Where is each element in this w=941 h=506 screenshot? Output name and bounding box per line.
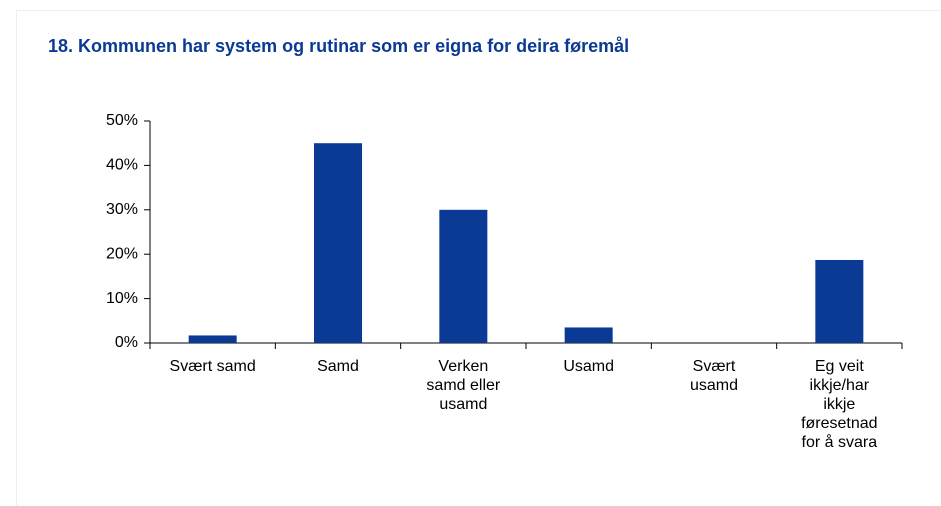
y-tick-label: 30%	[106, 201, 138, 218]
y-tick-label: 0%	[115, 334, 138, 351]
y-tick-label: 40%	[106, 157, 138, 174]
bar	[188, 335, 237, 343]
x-tick-label: Usamd	[563, 358, 614, 375]
bar	[314, 143, 362, 343]
x-tick-label: Svært usamd	[689, 358, 739, 394]
y-tick-label: 20%	[106, 245, 138, 262]
chart-title: 18. Kommunen har system og rutinar som e…	[48, 36, 630, 56]
bar	[564, 327, 613, 343]
y-tick-label: 50%	[106, 112, 138, 129]
x-tick-label: Svært samd	[169, 358, 256, 375]
x-tick-label: Samd	[317, 358, 359, 375]
bar	[439, 209, 488, 343]
x-tick-label: Verken samd eller usamd	[426, 358, 501, 413]
chart-frame	[16, 10, 941, 506]
y-tick-label: 10%	[106, 290, 138, 307]
bar	[815, 259, 864, 343]
x-tick-label: Eg veit ikkje/har ikkje føresetnad for å…	[801, 358, 878, 451]
